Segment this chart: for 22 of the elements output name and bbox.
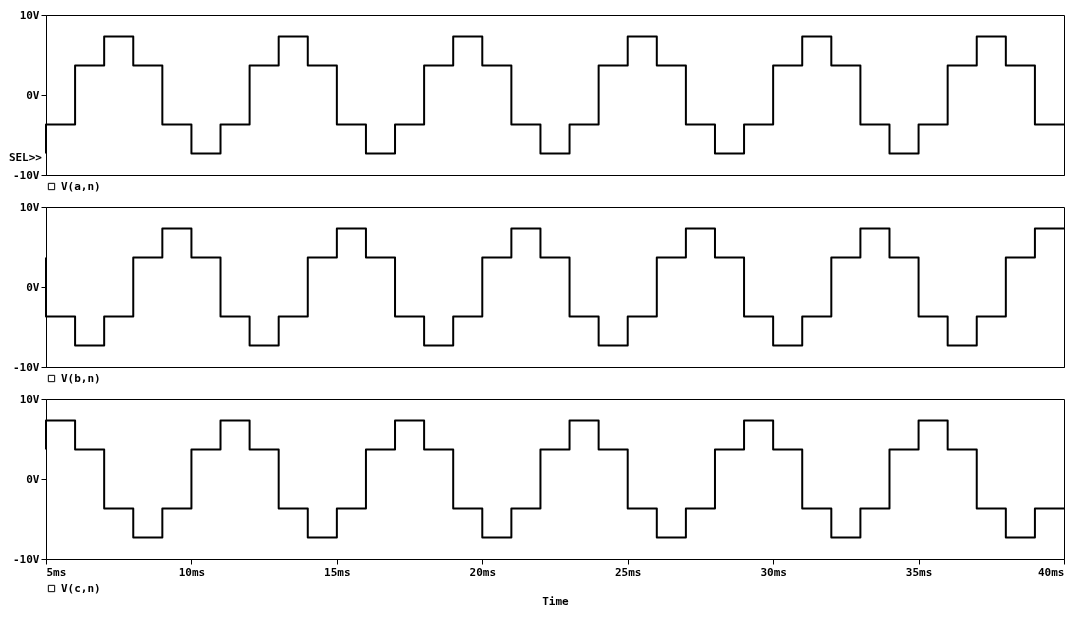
x-tick-label: 25ms bbox=[614, 565, 642, 579]
legend-label: V(b,n) bbox=[61, 371, 101, 385]
x-axis-title: Time bbox=[542, 594, 570, 608]
x-tick-label: 35ms bbox=[905, 565, 933, 579]
y-tick-label: 0V bbox=[26, 280, 40, 294]
x-tick-label: 40ms bbox=[1038, 565, 1065, 579]
y-tick-label: -10V bbox=[13, 360, 40, 374]
y-tick-label: 0V bbox=[26, 472, 40, 486]
y-tick-label: -10V bbox=[13, 552, 40, 566]
x-tick-label: 20ms bbox=[469, 565, 497, 579]
y-tick-label: 10V bbox=[19, 392, 40, 406]
legend-label: V(a,n) bbox=[61, 179, 101, 193]
x-tick-label: 10ms bbox=[178, 565, 206, 579]
x-tick-label: 30ms bbox=[760, 565, 787, 579]
y-tick-label: 10V bbox=[19, 8, 40, 22]
x-tick-label: 5ms bbox=[46, 565, 67, 579]
legend-label: V(c,n) bbox=[61, 581, 101, 595]
y-tick-label: 10V bbox=[19, 200, 40, 214]
text: SEL>> bbox=[8, 151, 43, 164]
y-tick-label: -10V bbox=[13, 168, 40, 182]
x-tick-label: 15ms bbox=[324, 565, 351, 579]
y-tick-label: 0V bbox=[26, 88, 40, 102]
